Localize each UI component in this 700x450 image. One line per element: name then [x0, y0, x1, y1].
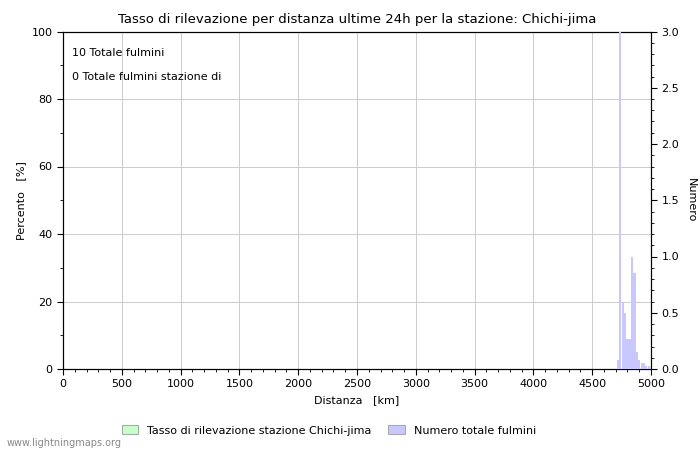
Bar [620, 32, 622, 369]
Text: www.lightningmaps.org: www.lightningmaps.org [7, 438, 122, 448]
Bar [617, 360, 619, 369]
Bar [629, 338, 631, 369]
X-axis label: Distanza   [km]: Distanza [km] [314, 395, 400, 405]
Bar [626, 338, 629, 369]
Y-axis label: Numero: Numero [686, 178, 696, 222]
Text: 10 Totale fulmini: 10 Totale fulmini [72, 49, 164, 58]
Bar [648, 365, 650, 369]
Bar [638, 360, 640, 369]
Bar [645, 365, 648, 369]
Text: 0 Totale fulmini stazione di: 0 Totale fulmini stazione di [72, 72, 221, 82]
Title: Tasso di rilevazione per distanza ultime 24h per la stazione: Chichi-jima: Tasso di rilevazione per distanza ultime… [118, 13, 596, 26]
Bar [631, 256, 634, 369]
Bar [636, 352, 638, 369]
Bar [622, 302, 624, 369]
Legend: Tasso di rilevazione stazione Chichi-jima, Numero totale fulmini: Tasso di rilevazione stazione Chichi-jim… [118, 421, 540, 440]
Bar [640, 363, 643, 369]
Bar [634, 273, 636, 369]
Y-axis label: Percento   [%]: Percento [%] [16, 161, 26, 240]
Bar [624, 313, 626, 369]
Bar [643, 363, 645, 369]
